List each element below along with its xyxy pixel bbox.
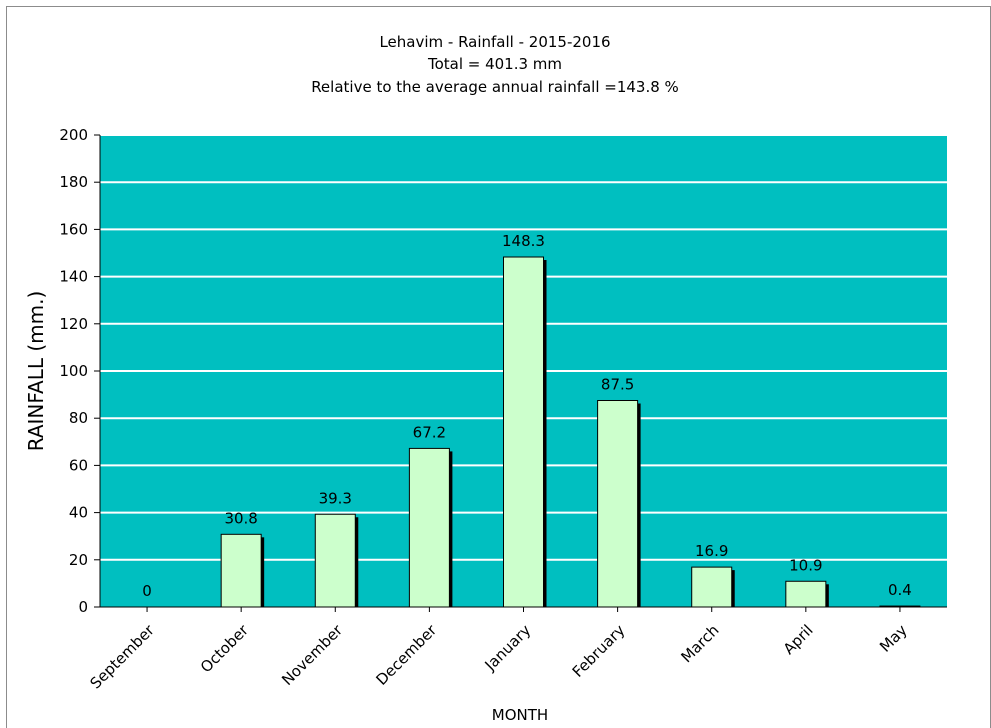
x-tick-label-september: September: [87, 621, 159, 693]
chart-subtitle-total: Total = 401.3 mm: [427, 55, 562, 73]
data-label-october: 30.8: [224, 509, 257, 527]
bar-february: [597, 400, 639, 608]
data-label-november: 39.3: [319, 489, 352, 507]
bar-october: [220, 533, 262, 608]
bar-december: [408, 447, 450, 608]
bar-march: [691, 566, 733, 608]
data-label-march: 16.9: [695, 542, 728, 560]
x-tick-label-december: December: [372, 621, 440, 689]
x-tick-label-may: May: [876, 621, 911, 656]
data-label-january: 148.3: [502, 232, 545, 250]
bars: [220, 256, 921, 608]
x-tick-label-october: October: [197, 621, 253, 677]
x-tick-label-november: November: [278, 621, 346, 689]
y-tick-label: 40: [69, 504, 88, 522]
data-labels: 0 30.8 39.3 67.2 148.3 87.5 16.9 10.9 0.4: [142, 232, 912, 600]
data-label-september: 0: [142, 582, 152, 600]
y-tick-label: 120: [59, 315, 88, 333]
data-label-april: 10.9: [789, 556, 822, 574]
y-tick-label: 20: [69, 551, 88, 569]
data-label-february: 87.5: [601, 376, 634, 394]
chart-title: Lehavim - Rainfall - 2015-2016: [379, 33, 610, 51]
x-axis-label: MONTH: [492, 706, 548, 724]
data-label-may: 0.4: [888, 581, 912, 599]
y-tick-label: 0: [78, 598, 88, 616]
y-tick-label: 60: [69, 456, 88, 474]
y-tick-label: 140: [59, 268, 88, 286]
x-tick-label-march: March: [677, 621, 722, 666]
chart-subtitle-relative: Relative to the average annual rainfall …: [311, 78, 679, 96]
y-tick-label: 100: [59, 362, 88, 380]
y-tick-label: 200: [59, 126, 88, 144]
x-tick-label-january: January: [481, 621, 535, 675]
data-label-december: 67.2: [413, 423, 446, 441]
bar-april: [785, 580, 827, 608]
y-tick-label: 160: [59, 220, 88, 238]
bar-january: [503, 256, 544, 608]
bar-november: [314, 513, 356, 608]
x-tick-label-april: April: [780, 621, 817, 658]
x-tick-label-february: February: [569, 621, 629, 681]
y-tick-label: 80: [69, 409, 88, 427]
y-axis-label: RAINFALL (mm.): [24, 291, 48, 452]
y-tick-label: 180: [59, 173, 88, 191]
